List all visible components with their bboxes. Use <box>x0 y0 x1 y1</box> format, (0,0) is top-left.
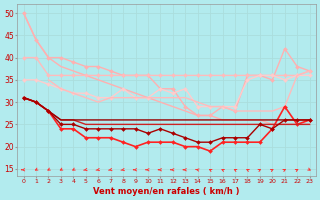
X-axis label: Vent moyen/en rafales ( km/h ): Vent moyen/en rafales ( km/h ) <box>93 187 240 196</box>
